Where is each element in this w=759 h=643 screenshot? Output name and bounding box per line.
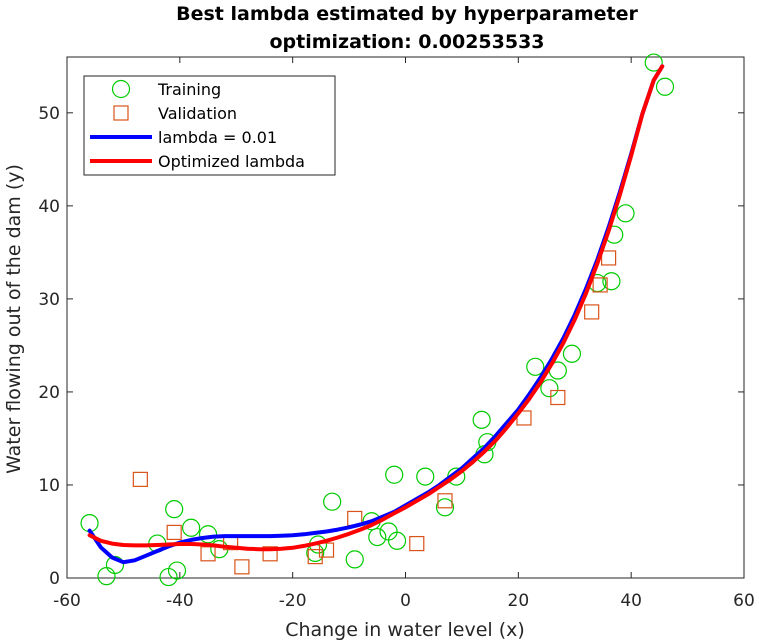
- legend: Training Validation lambda = 0.01 Optimi…: [84, 76, 335, 175]
- chart-title-line1: Best lambda estimated by hyperparameter: [176, 3, 638, 25]
- x-tick-label: -60: [53, 591, 81, 611]
- x-tick-label: -40: [166, 591, 194, 611]
- legend-training-label: Training: [157, 80, 221, 99]
- x-tick-label: 0: [400, 591, 411, 611]
- y-tick-label: 30: [38, 290, 60, 310]
- y-tick-label: 0: [49, 569, 60, 589]
- chart-title-line2: optimization: 0.00253533: [269, 31, 544, 53]
- y-tick-label: 50: [38, 104, 60, 124]
- x-axis-label: Change in water level (x): [285, 619, 525, 641]
- x-tick-label: -20: [279, 591, 307, 611]
- y-tick-label: 20: [38, 383, 60, 403]
- legend-optimized-label: Optimized lambda: [158, 152, 305, 171]
- legend-validation-label: Validation: [158, 104, 237, 123]
- x-tick-label: 20: [508, 591, 530, 611]
- y-axis-label: Water flowing out of the dam (y): [3, 164, 25, 474]
- x-tick-label: 60: [733, 591, 755, 611]
- y-tick-label: 10: [38, 476, 60, 496]
- y-tick-label: 40: [38, 197, 60, 217]
- legend-lambda-label: lambda = 0.01: [158, 128, 277, 147]
- x-tick-label: 40: [620, 591, 642, 611]
